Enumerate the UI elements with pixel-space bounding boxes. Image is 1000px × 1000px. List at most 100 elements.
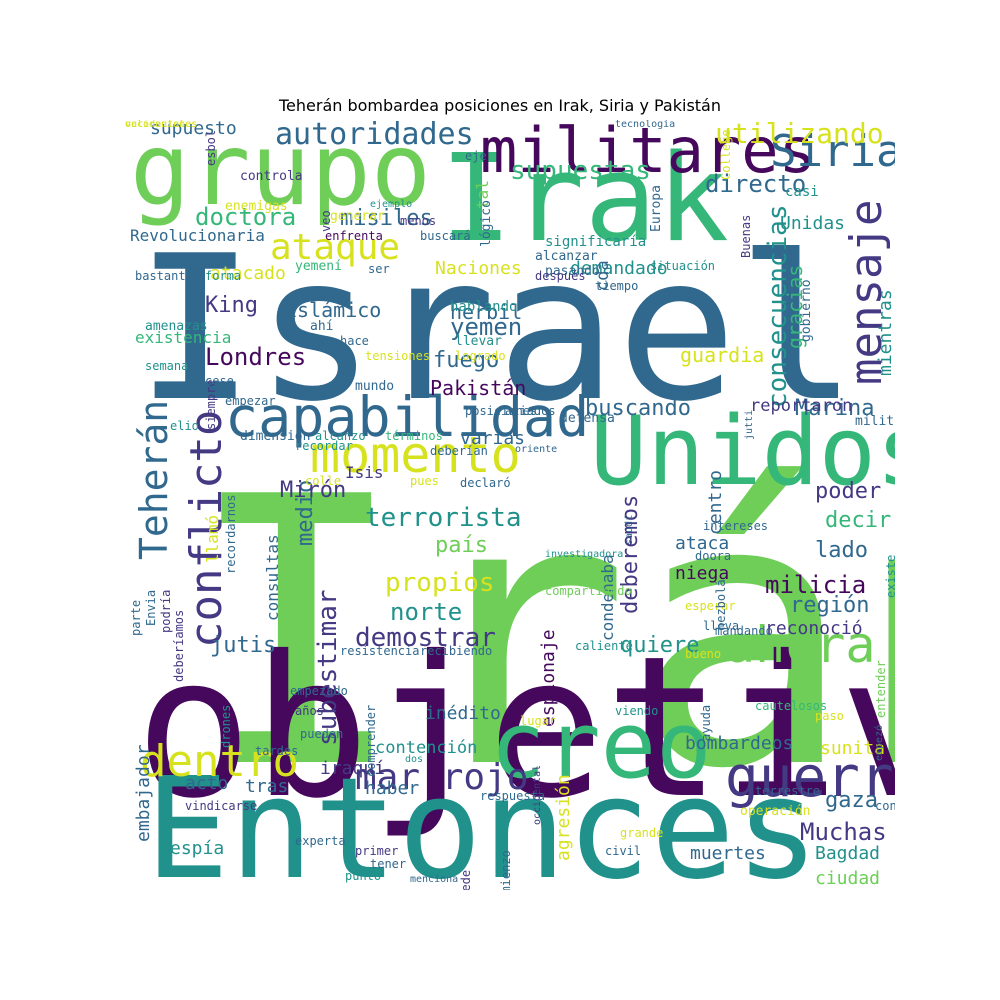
cloud-word: condenaba bbox=[598, 554, 617, 642]
cloud-word: bastante bbox=[135, 269, 193, 283]
cloud-word: autoridades bbox=[275, 120, 474, 152]
cloud-word: Europa bbox=[649, 184, 664, 232]
cloud-word: misiles bbox=[340, 206, 433, 231]
cloud-word: islámico bbox=[285, 298, 382, 322]
cloud-word: supuestas bbox=[510, 156, 651, 186]
cloud-word: Envia bbox=[144, 589, 158, 626]
cloud-word: elio bbox=[170, 419, 199, 433]
cloud-word: colle bbox=[305, 474, 342, 488]
cloud-word: amenazas bbox=[145, 319, 208, 334]
cloud-word: quiere bbox=[620, 633, 700, 658]
cloud-word: gobierno bbox=[799, 279, 814, 343]
cloud-word: yemení bbox=[295, 259, 342, 274]
cloud-word: punto bbox=[345, 869, 382, 883]
cloud-word: Teherán bbox=[132, 399, 176, 560]
cloud-word: semana bbox=[145, 359, 189, 373]
cloud-word: doctora bbox=[195, 203, 297, 231]
cloud-word: capabilidad bbox=[225, 385, 590, 449]
cloud-word: lleva bbox=[703, 619, 740, 633]
cloud-word: Marina bbox=[795, 396, 875, 421]
cloud-word: iraquí bbox=[320, 758, 386, 779]
cloud-word: reconoció bbox=[765, 618, 863, 639]
cloud-word: operación bbox=[740, 804, 811, 819]
cloud-word: respuesta bbox=[480, 789, 546, 803]
cloud-word: investigadora bbox=[545, 549, 624, 560]
cloud-word: caliente bbox=[575, 639, 633, 653]
cloud-word: país bbox=[435, 533, 488, 558]
cloud-word: generar bbox=[330, 209, 385, 224]
cloud-word: King bbox=[205, 293, 258, 318]
cloud-word: hace bbox=[340, 334, 369, 348]
cloud-word: terrorista bbox=[365, 503, 522, 533]
cloud-word: pues bbox=[410, 474, 439, 488]
cloud-word: controla bbox=[240, 169, 303, 184]
cloud-word: alcanzar bbox=[535, 249, 598, 264]
cloud-word: hezbolá bbox=[714, 579, 728, 631]
cloud-word: muertes bbox=[690, 843, 766, 864]
cloud-word: pueden bbox=[300, 727, 344, 741]
cloud-word: niega bbox=[675, 563, 730, 584]
cloud-word: forma bbox=[205, 269, 242, 283]
cloud-word: logrado bbox=[455, 349, 506, 363]
cloud-word: varias bbox=[460, 428, 526, 449]
cloud-word: compartiendo bbox=[545, 584, 632, 598]
cloud-word: subestimar bbox=[313, 589, 343, 746]
cloud-word: Revolucionaria bbox=[130, 226, 265, 245]
cloud-word: acto bbox=[185, 773, 229, 794]
cloud-word: civil bbox=[605, 844, 642, 858]
cloud-word: tener bbox=[370, 857, 407, 871]
cloud-word: esperar bbox=[685, 599, 736, 613]
cloud-word: tardes bbox=[255, 744, 299, 758]
cloud-word: herbil bbox=[450, 300, 523, 324]
cloud-word: gaza bbox=[825, 788, 878, 813]
cloud-word: enemigas bbox=[225, 199, 288, 214]
cloud-word: tiempo bbox=[595, 279, 639, 293]
cloud-word: llamó bbox=[203, 514, 222, 563]
cloud-word: vindicarse bbox=[185, 799, 258, 813]
cloud-word: cese bbox=[205, 374, 234, 388]
cloud-word: consultas bbox=[263, 534, 282, 622]
cloud-word: Unidas bbox=[780, 213, 846, 234]
cloud-word: después bbox=[535, 269, 586, 283]
cloud-word: grande bbox=[620, 826, 664, 840]
cloud-word: Bagdad bbox=[815, 843, 881, 864]
cloud-word: cautelosos bbox=[755, 699, 828, 713]
cloud-word: años bbox=[295, 704, 324, 718]
cloud-word: militar bbox=[855, 414, 895, 429]
cloud-word: saudí bbox=[624, 514, 635, 545]
cloud-word: haber bbox=[365, 778, 420, 799]
cloud-word: tras bbox=[245, 776, 289, 797]
cloud-word: lado bbox=[815, 538, 868, 563]
cloud-word: Irak bbox=[440, 130, 729, 269]
cloud-word: dentro bbox=[140, 736, 299, 787]
cloud-word: puede bbox=[459, 869, 473, 890]
cloud-word: primer bbox=[355, 844, 399, 858]
cloud-word: lugar bbox=[520, 714, 557, 728]
cloud-word: declaró bbox=[460, 476, 511, 490]
cloud-word: mientras bbox=[875, 289, 895, 377]
cloud-word: dos bbox=[405, 754, 424, 765]
cloud-word: oriente bbox=[515, 444, 558, 455]
cloud-word: comienzo bbox=[499, 849, 513, 890]
cloud-word: comprender bbox=[364, 704, 378, 777]
cloud-word: ahí bbox=[310, 319, 334, 334]
cloud-word: Entonces bbox=[145, 748, 820, 891]
cloud-word: ayuda bbox=[699, 704, 713, 741]
cloud-word: Siria bbox=[770, 126, 895, 177]
cloud-word: experta bbox=[295, 834, 346, 848]
cloud-word: ciudad bbox=[815, 868, 881, 889]
cloud-word: menciona bbox=[410, 874, 459, 885]
cloud-word: bueno bbox=[685, 647, 722, 661]
cloud-word: occidentales bbox=[125, 120, 198, 130]
cloud-word: Buenas bbox=[739, 214, 753, 259]
cloud-word: empezar bbox=[225, 394, 276, 408]
cloud-word: pasando bbox=[545, 264, 600, 279]
cloud-word: parte bbox=[129, 599, 143, 636]
cloud-word: norte bbox=[390, 598, 463, 626]
cloud-word: concentrar bbox=[875, 799, 895, 813]
cloud-word: posiciones bbox=[465, 404, 538, 418]
cloud-word: ejemplo bbox=[370, 199, 413, 210]
cloud-word: mar rojo bbox=[355, 757, 529, 798]
cloud-word: terrestre bbox=[755, 784, 821, 798]
cloud-word: hablando bbox=[450, 299, 518, 315]
